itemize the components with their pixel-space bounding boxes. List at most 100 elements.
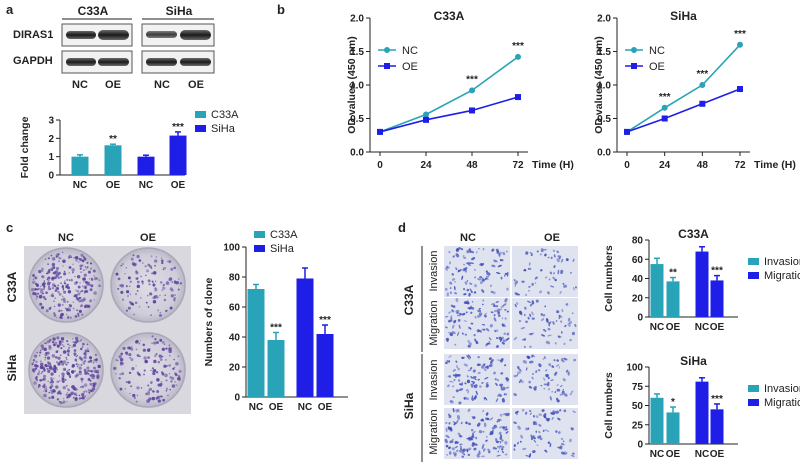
cell [490,290,494,294]
band-diras1-c33a-nc [66,31,96,39]
colony [69,316,72,319]
significance-label: *** [319,315,331,326]
cell [495,398,499,403]
colony [125,351,129,355]
colony [54,369,56,371]
colony [45,309,49,313]
colony [93,299,95,301]
colony [38,269,42,274]
cell [497,450,499,453]
colony [35,295,39,298]
cell [457,379,461,382]
colony [132,393,136,398]
cell [545,340,551,345]
colony [89,374,92,377]
colony [54,270,59,274]
colony [51,395,55,399]
colony [151,396,155,401]
colony [41,267,44,271]
colony [93,291,97,295]
cell [492,291,496,295]
y-tick-label: 40 [229,333,241,344]
cell [565,369,569,373]
colony [93,375,96,377]
x-tick-label: 0 [377,160,383,171]
colony [62,295,64,298]
cell [477,371,481,375]
colony [117,360,119,362]
colony [58,309,61,313]
cell [448,451,452,455]
cell [520,434,524,439]
colony [47,285,51,288]
cell [471,397,475,401]
cell [462,448,466,452]
cell [465,448,471,452]
lane-label-4: OE [188,79,204,91]
cell [539,290,543,294]
significance-label: *** [734,29,746,40]
colony [178,278,180,280]
significance-label: * [671,397,675,408]
cell [486,277,489,280]
cell [490,302,495,305]
cell [554,371,558,376]
colony [121,298,125,301]
colony [150,267,153,269]
colony [89,288,93,292]
colony [40,344,44,348]
colony [95,369,100,374]
colony [42,374,47,378]
colony [60,309,63,312]
colony [119,373,122,376]
cell [445,422,448,424]
bar [71,156,89,175]
colony [47,257,50,260]
cell [521,338,525,341]
cell [504,274,506,277]
cell [531,300,535,305]
colony [147,306,150,308]
cell [459,434,462,438]
cell [448,415,452,419]
y-tick-label: 40 [632,274,644,285]
cell [518,368,522,372]
cell [528,289,530,292]
cell [453,319,457,324]
colony [47,365,50,368]
cell [519,320,522,323]
data-point [737,41,743,48]
colony [122,263,124,265]
colony [32,359,36,362]
colony [43,285,46,288]
colony [141,280,144,283]
colony [67,388,71,392]
colony [46,361,50,364]
cell [544,276,548,279]
colony [169,376,173,379]
colony [124,273,126,275]
y-tick-label: 0.5 [597,114,611,125]
cell [483,396,486,401]
colony [83,383,88,387]
cell [556,384,559,386]
colony [41,370,44,373]
cell [467,422,472,426]
cell [547,291,550,295]
cell [523,268,526,272]
colony [98,284,101,288]
colony [157,309,160,312]
colony [136,354,140,357]
colony [75,339,79,343]
colony [121,372,124,376]
cell [573,286,575,291]
cell [445,444,449,448]
colony [54,370,57,373]
cell [500,385,503,388]
colony [52,390,56,393]
colony [135,271,139,275]
cell [460,421,463,425]
colony [39,351,42,354]
cell [545,373,549,378]
colony [45,390,48,393]
